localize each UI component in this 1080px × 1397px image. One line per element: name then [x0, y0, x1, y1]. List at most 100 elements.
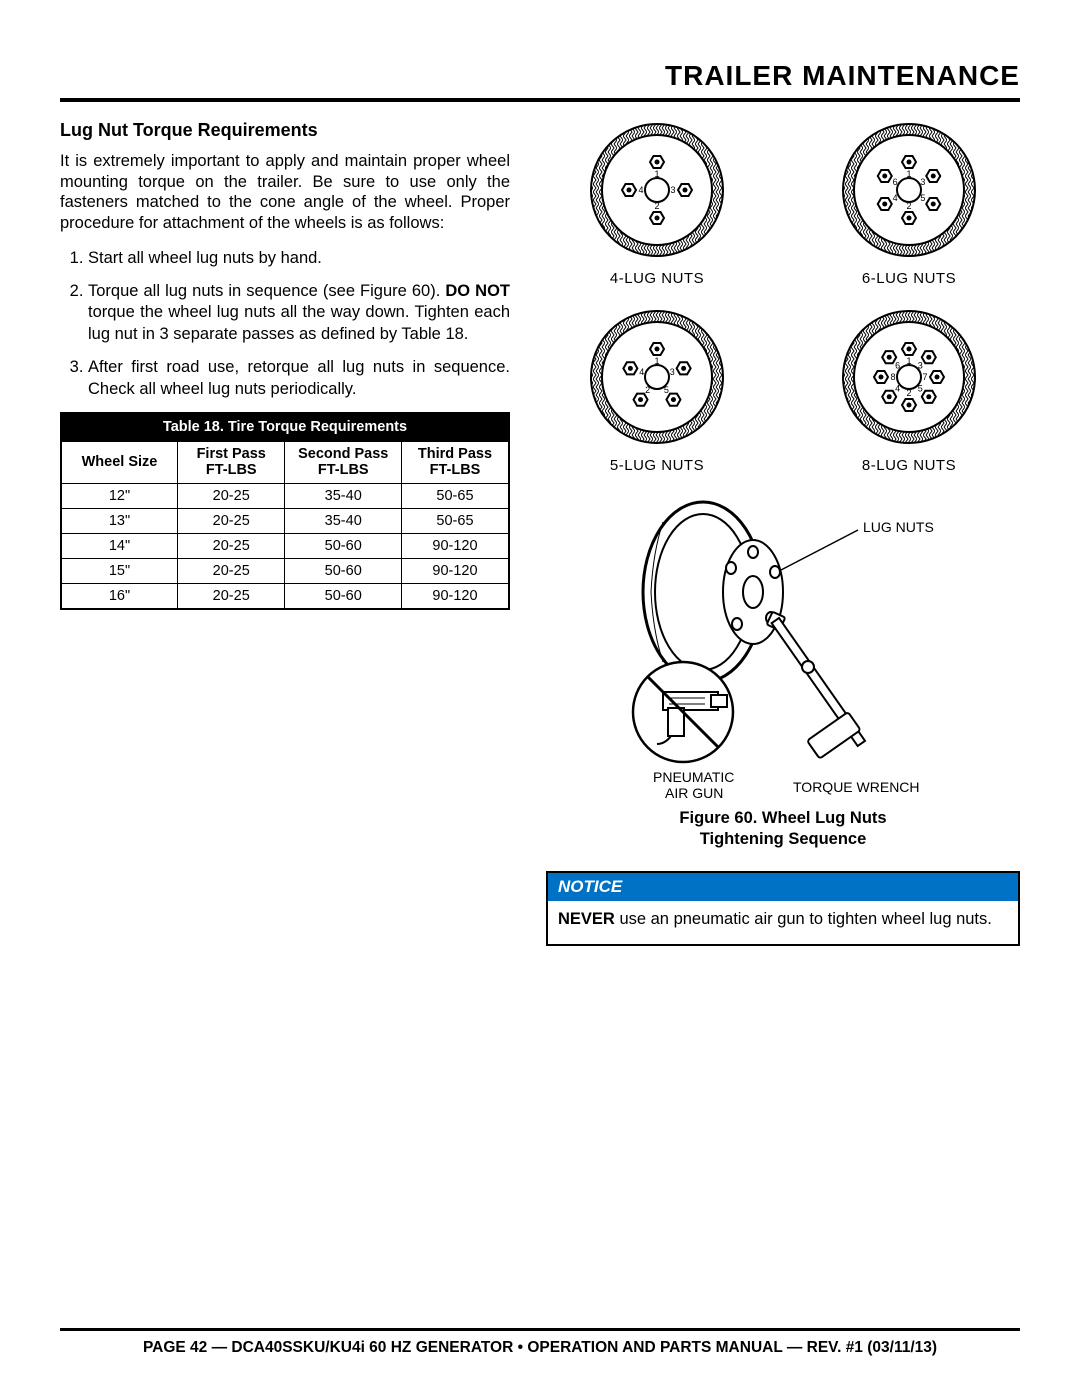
notice-heading: NOTICE: [548, 873, 1018, 901]
svg-text:2: 2: [654, 201, 659, 211]
table-row: 15"20-2550-6090-120: [61, 559, 509, 584]
section-heading: Lug Nut Torque Requirements: [60, 120, 510, 141]
table-cell: 35-40: [285, 509, 401, 534]
wheel-5lug-icon: 13524: [587, 307, 727, 447]
table-cell: 20-25: [177, 534, 285, 559]
svg-text:3: 3: [920, 177, 925, 187]
table-cell: 20-25: [177, 559, 285, 584]
col-line: FT-LBS: [318, 462, 369, 478]
svg-text:4: 4: [639, 367, 644, 377]
svg-text:2: 2: [645, 385, 650, 395]
table-cell: 35-40: [285, 484, 401, 509]
right-column: 1324 4-LUG NUTS 135246 6-LUG NUTS: [546, 120, 1020, 946]
svg-text:7: 7: [922, 372, 927, 382]
step-text: torque the wheel lug nuts all the way do…: [88, 303, 510, 342]
tool-illustration: LUG NUTS TORQUE WRENCH: [546, 492, 1020, 802]
table-cell: 90-120: [401, 559, 509, 584]
figure-caption-line: Figure 60. Wheel Lug Nuts: [679, 809, 886, 827]
table-cell: 15": [61, 559, 177, 584]
svg-text:3: 3: [670, 367, 675, 377]
table-column-header: Second PassFT-LBS: [285, 441, 401, 483]
wheel-label: 5-LUG NUTS: [610, 457, 704, 474]
table-cell: 50-60: [285, 584, 401, 610]
table-row: 16"20-2550-6090-120: [61, 584, 509, 610]
page-title: TRAILER MAINTENANCE: [60, 60, 1020, 92]
table-cell: 20-25: [177, 509, 285, 534]
wheel-label: 6-LUG NUTS: [862, 270, 956, 287]
svg-text:8: 8: [890, 372, 895, 382]
tool-label-airgun: AIR GUN: [665, 785, 723, 801]
wheel-4lug-icon: 1 3 2 4: [587, 120, 727, 260]
wheel-8lug-icon: 13752486: [839, 307, 979, 447]
procedure-step: Torque all lug nuts in sequence (see Fig…: [88, 281, 510, 345]
table-cell: 14": [61, 534, 177, 559]
table-column-header: First PassFT-LBS: [177, 441, 285, 483]
procedure-step: After first road use, retorque all lug n…: [88, 357, 510, 400]
svg-text:4: 4: [638, 185, 643, 195]
left-column: Lug Nut Torque Requirements It is extrem…: [60, 120, 510, 946]
svg-text:5: 5: [664, 385, 669, 395]
svg-text:2: 2: [906, 388, 911, 398]
notice-text: use an pneumatic air gun to tighten whee…: [615, 910, 992, 928]
wheel-label: 8-LUG NUTS: [862, 457, 956, 474]
table-column-header: Third PassFT-LBS: [401, 441, 509, 483]
table-cell: 50-60: [285, 559, 401, 584]
procedure-list: Start all wheel lug nuts by hand. Torque…: [60, 248, 510, 401]
wheel-6lug-icon: 13 524 6: [839, 120, 979, 260]
notice-body: NEVER use an pneumatic air gun to tighte…: [548, 901, 1018, 944]
page-footer: PAGE 42 — DCA40SSKU/KU4i 60 HZ GENERATOR…: [60, 1328, 1020, 1357]
table-cell: 16": [61, 584, 177, 610]
svg-text:1: 1: [906, 169, 911, 179]
wheel-4lug: 1 3 2 4 4-LUG NUTS: [546, 120, 768, 287]
col-line: Second Pass: [298, 446, 388, 462]
wheel-5lug: 13524 5-LUG NUTS: [546, 307, 768, 474]
figure-caption-line: Tightening Sequence: [700, 830, 867, 848]
table-cell: 13": [61, 509, 177, 534]
svg-text:3: 3: [918, 361, 923, 371]
tool-label-lugnuts: LUG NUTS: [863, 519, 934, 535]
intro-paragraph: It is extremely important to apply and m…: [60, 151, 510, 234]
col-line: First Pass: [197, 446, 266, 462]
svg-text:3: 3: [670, 185, 675, 195]
table-title: Table 18. Tire Torque Requirements: [61, 413, 509, 441]
notice-emphasis: NEVER: [558, 910, 615, 928]
table-cell: 20-25: [177, 484, 285, 509]
svg-text:6: 6: [895, 361, 900, 371]
table-row: 12"20-2535-4050-65: [61, 484, 509, 509]
notice-box: NOTICE NEVER use an pneumatic air gun to…: [546, 871, 1020, 946]
wheel-label: 4-LUG NUTS: [610, 270, 704, 287]
svg-text:1: 1: [906, 356, 911, 366]
svg-text:2: 2: [906, 201, 911, 211]
table-cell: 50-65: [401, 484, 509, 509]
svg-text:5: 5: [918, 383, 923, 393]
content-columns: Lug Nut Torque Requirements It is extrem…: [60, 120, 1020, 946]
tool-label-torque: TORQUE WRENCH: [793, 779, 920, 795]
tool-illustration-icon: LUG NUTS TORQUE WRENCH: [593, 492, 973, 802]
col-line: FT-LBS: [430, 462, 481, 478]
tool-label-pneumatic: PNEUMATIC: [653, 769, 734, 785]
col-line: Third Pass: [418, 446, 492, 462]
table-column-header: Wheel Size: [61, 441, 177, 483]
wheel-grid: 1324 4-LUG NUTS 135246 6-LUG NUTS: [546, 120, 1020, 474]
wheel-8lug: 13752486 8-LUG NUTS: [798, 307, 1020, 474]
table-row: 14"20-2550-6090-120: [61, 534, 509, 559]
procedure-step: Start all wheel lug nuts by hand.: [88, 248, 510, 269]
torque-table: Table 18. Tire Torque Requirements Wheel…: [60, 412, 510, 610]
table-cell: 50-65: [401, 509, 509, 534]
table-cell: 12": [61, 484, 177, 509]
svg-text:1: 1: [654, 169, 659, 179]
svg-text:5: 5: [920, 193, 925, 203]
step-text: Torque all lug nuts in sequence (see Fig…: [88, 282, 445, 300]
svg-text:6: 6: [893, 177, 898, 187]
table-cell: 20-25: [177, 584, 285, 610]
table-cell: 90-120: [401, 584, 509, 610]
wheel-6lug: 13 524 6 6-LUG NUTS: [798, 120, 1020, 287]
table-cell: 90-120: [401, 534, 509, 559]
figure-caption: Figure 60. Wheel Lug Nuts Tightening Seq…: [546, 808, 1020, 851]
col-line: FT-LBS: [206, 462, 257, 478]
title-rule: [60, 98, 1020, 102]
table-row: 13"20-2535-4050-65: [61, 509, 509, 534]
table-cell: 50-60: [285, 534, 401, 559]
step-emphasis: DO NOT: [445, 282, 510, 300]
svg-text:4: 4: [893, 193, 898, 203]
